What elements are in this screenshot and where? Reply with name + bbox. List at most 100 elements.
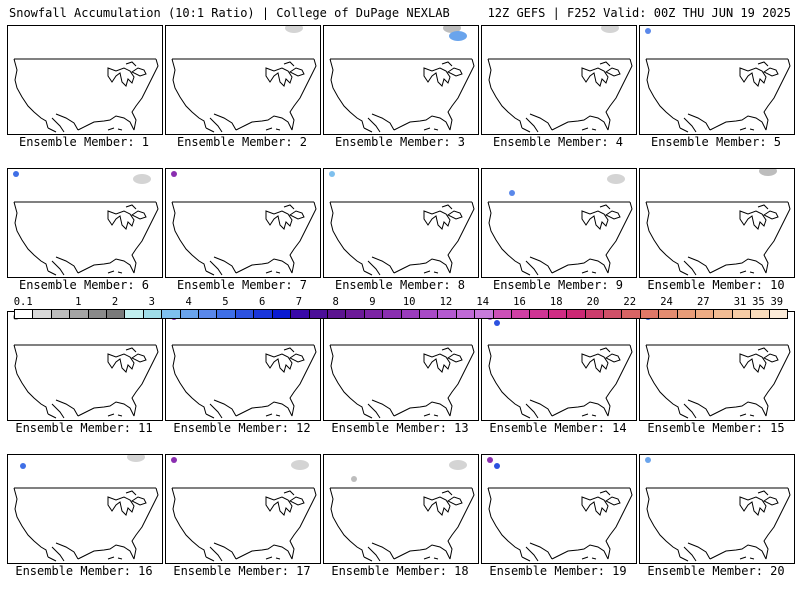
baja-coast bbox=[205, 403, 223, 419]
caribbean-islands bbox=[265, 556, 281, 560]
colorbar-tick-label: 7 bbox=[295, 296, 303, 308]
colorbar-swatch bbox=[732, 310, 752, 318]
member-caption: Ensemble Member: 16 bbox=[15, 564, 153, 578]
map-panel bbox=[323, 454, 479, 564]
us-basemap bbox=[329, 171, 475, 276]
baja-coast bbox=[47, 546, 65, 562]
snowfall-patch bbox=[759, 169, 777, 176]
great-lakes-outline bbox=[423, 490, 463, 516]
colorbar-swatch bbox=[143, 310, 163, 318]
us-outline bbox=[171, 58, 317, 131]
map-panel bbox=[165, 25, 321, 135]
member-caption: Ensemble Member: 15 bbox=[647, 421, 785, 435]
baja-coast bbox=[363, 260, 381, 276]
great-lakes-outline bbox=[265, 490, 305, 516]
us-outline bbox=[329, 487, 475, 560]
colorbar-labels: 0.1 1 2 3 4 5 6 7 8 9 10 12 14 16 18 20 22 24 27 31 35 39 bbox=[0, 296, 800, 310]
colorbar-tick-label: 14 bbox=[476, 296, 490, 308]
map-panel bbox=[7, 168, 163, 278]
us-basemap bbox=[645, 169, 791, 276]
colorbar-tick-label: 0.1 bbox=[13, 296, 33, 308]
member-caption: Ensemble Member: 19 bbox=[489, 564, 627, 578]
baja-coast bbox=[363, 403, 381, 419]
caribbean-islands bbox=[423, 556, 439, 560]
us-outline bbox=[645, 201, 791, 274]
great-lakes-outline bbox=[265, 204, 305, 230]
great-lakes-outline bbox=[739, 490, 779, 516]
member-caption: Ensemble Member: 12 bbox=[173, 421, 311, 435]
great-lakes-outline bbox=[265, 347, 305, 373]
colorbar-swatch bbox=[70, 310, 89, 318]
us-outline bbox=[13, 58, 159, 131]
colorbar-swatch bbox=[456, 310, 476, 318]
map-title: Snowfall Accumulation (10:1 Ratio) | Col… bbox=[9, 6, 450, 20]
colorbar-swatch bbox=[751, 310, 770, 318]
snowfall-patch bbox=[285, 26, 303, 33]
colorbar-tick-label: 4 bbox=[185, 296, 192, 308]
snowfall-patch bbox=[291, 460, 309, 470]
baja-coast bbox=[47, 117, 65, 133]
snowfall-patch bbox=[645, 28, 651, 34]
colorbar-tick-label: 10 bbox=[402, 296, 416, 308]
map-panel bbox=[7, 311, 163, 421]
snowfall-patch bbox=[171, 457, 177, 463]
great-lakes-outline bbox=[107, 61, 147, 87]
colorbar-tick-label: 39 bbox=[770, 296, 784, 308]
member-caption: Ensemble Member: 5 bbox=[650, 135, 782, 149]
snowfall-patch bbox=[20, 463, 26, 469]
caribbean-islands bbox=[739, 127, 755, 131]
us-outline bbox=[171, 487, 317, 560]
colorbar-tick-label: 2 bbox=[111, 296, 119, 308]
member-caption: Ensemble Member: 9 bbox=[492, 278, 624, 292]
map-panel bbox=[165, 311, 321, 421]
colorbar-swatch bbox=[401, 310, 420, 318]
great-lakes-outline bbox=[423, 61, 463, 87]
baja-coast bbox=[679, 403, 697, 419]
map-panel bbox=[165, 454, 321, 564]
caribbean-islands bbox=[581, 270, 597, 274]
great-lakes-outline bbox=[107, 490, 147, 516]
us-basemap bbox=[13, 455, 159, 562]
colorbar-swatch bbox=[769, 310, 788, 318]
us-outline bbox=[329, 344, 475, 417]
member-caption: Ensemble Member: 7 bbox=[176, 278, 308, 292]
great-lakes-outline bbox=[107, 347, 147, 373]
us-basemap bbox=[13, 171, 159, 276]
caribbean-islands bbox=[265, 413, 281, 417]
snowfall-patch bbox=[494, 320, 500, 326]
caribbean-islands bbox=[423, 270, 439, 274]
map-panel bbox=[639, 454, 795, 564]
colorbar-tick-label: 35 bbox=[752, 296, 765, 308]
colorbar-swatch bbox=[419, 310, 439, 318]
member-caption: Ensemble Member: 1 bbox=[18, 135, 150, 149]
us-outline bbox=[171, 201, 317, 274]
baja-coast bbox=[205, 546, 223, 562]
colorbar-swatch bbox=[15, 310, 34, 318]
caribbean-islands bbox=[107, 270, 123, 274]
us-basemap bbox=[171, 314, 317, 419]
caribbean-islands bbox=[581, 556, 597, 560]
caribbean-islands bbox=[265, 270, 281, 274]
us-outline bbox=[13, 487, 159, 560]
caribbean-islands bbox=[739, 270, 755, 274]
snowfall-patch bbox=[133, 174, 151, 184]
baja-coast bbox=[205, 117, 223, 133]
colorbar-swatch bbox=[51, 310, 71, 318]
great-lakes-outline bbox=[739, 61, 779, 87]
colorbar-tick-label: 31 bbox=[733, 296, 747, 308]
us-basemap bbox=[329, 344, 475, 419]
caribbean-islands bbox=[581, 413, 597, 417]
map-panel bbox=[639, 168, 795, 278]
colorbar-swatch bbox=[291, 310, 310, 318]
member-caption: Ensemble Member: 2 bbox=[176, 135, 308, 149]
snowfall-patch bbox=[171, 171, 177, 177]
snowfall-patch bbox=[13, 171, 19, 177]
map-panel bbox=[323, 25, 479, 135]
us-basemap bbox=[487, 174, 633, 276]
us-basemap bbox=[13, 58, 159, 133]
great-lakes-outline bbox=[265, 61, 305, 87]
map-panel bbox=[639, 25, 795, 135]
us-basemap bbox=[171, 26, 317, 133]
us-outline bbox=[645, 58, 791, 131]
colorbar-swatch bbox=[475, 310, 494, 318]
